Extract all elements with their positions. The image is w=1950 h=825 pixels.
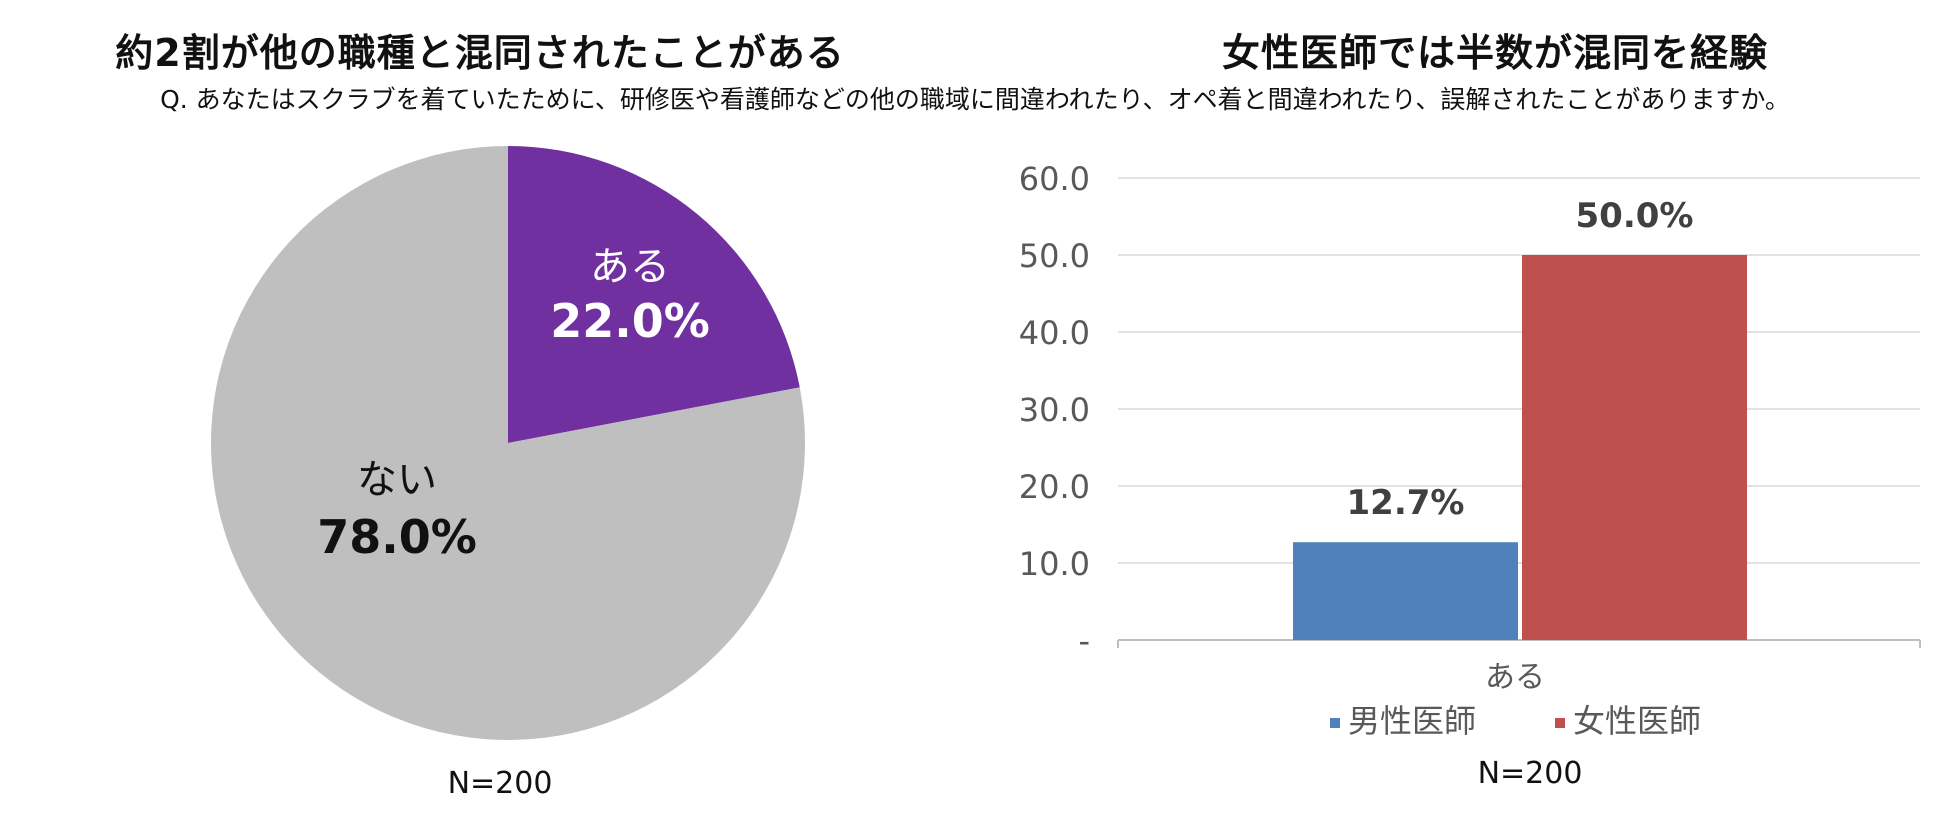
y-tick-label: 40.0: [1019, 314, 1090, 352]
y-tick-label: 60.0: [1019, 160, 1090, 198]
bar-series: [1293, 255, 1747, 640]
x-category-label: ある: [1485, 660, 1545, 695]
slice-label-no: ない: [357, 457, 437, 503]
slice-label-yes: ある: [590, 244, 670, 290]
legend-swatch-male: [1330, 718, 1340, 728]
y-tick-label: 50.0: [1019, 237, 1090, 275]
slice-value-no: 78.0%: [317, 510, 477, 564]
bar-chart-title: 女性医師では半数が混同を経験: [1221, 31, 1768, 75]
pie-slice-yes: [508, 146, 800, 443]
legend-label-female: 女性医師: [1573, 702, 1701, 740]
bar-y-axis: - 10.0 20.0 30.0 40.0 50.0 60.0: [1019, 160, 1090, 660]
pie-slice-no: [210, 146, 805, 740]
bar-gridlines: [1117, 177, 1921, 648]
bar-value-label: 50.0%: [1576, 196, 1694, 236]
bar-female: [1522, 255, 1747, 640]
slice-value-yes: 22.0%: [550, 294, 710, 348]
pie-chart: ある 22.0% ない 78.0% N=200: [210, 146, 805, 801]
bar-legend: 男性医師 女性医師: [1330, 702, 1701, 740]
bar-male: [1293, 542, 1518, 640]
pie-sample-size: N=200: [448, 766, 553, 801]
pie-slices: [210, 146, 805, 740]
bar-sample-size: N=200: [1478, 756, 1583, 791]
y-tick-label: 20.0: [1019, 468, 1090, 506]
survey-question: Q. あなたはスクラブを着ていたために、研修医や看護師などの他の職域に間違われた…: [160, 85, 1790, 114]
y-tick-label: 10.0: [1019, 545, 1090, 583]
y-tick-label: -: [1078, 622, 1090, 660]
legend-label-male: 男性医師: [1348, 702, 1476, 740]
y-tick-label: 30.0: [1019, 391, 1090, 429]
bar-value-label: 12.7%: [1347, 483, 1465, 523]
bar-data-labels: 12.7% 50.0%: [1347, 196, 1694, 523]
legend-swatch-female: [1555, 718, 1565, 728]
pie-chart-title: 約2割が他の職種と混同されたことがある: [115, 31, 845, 75]
